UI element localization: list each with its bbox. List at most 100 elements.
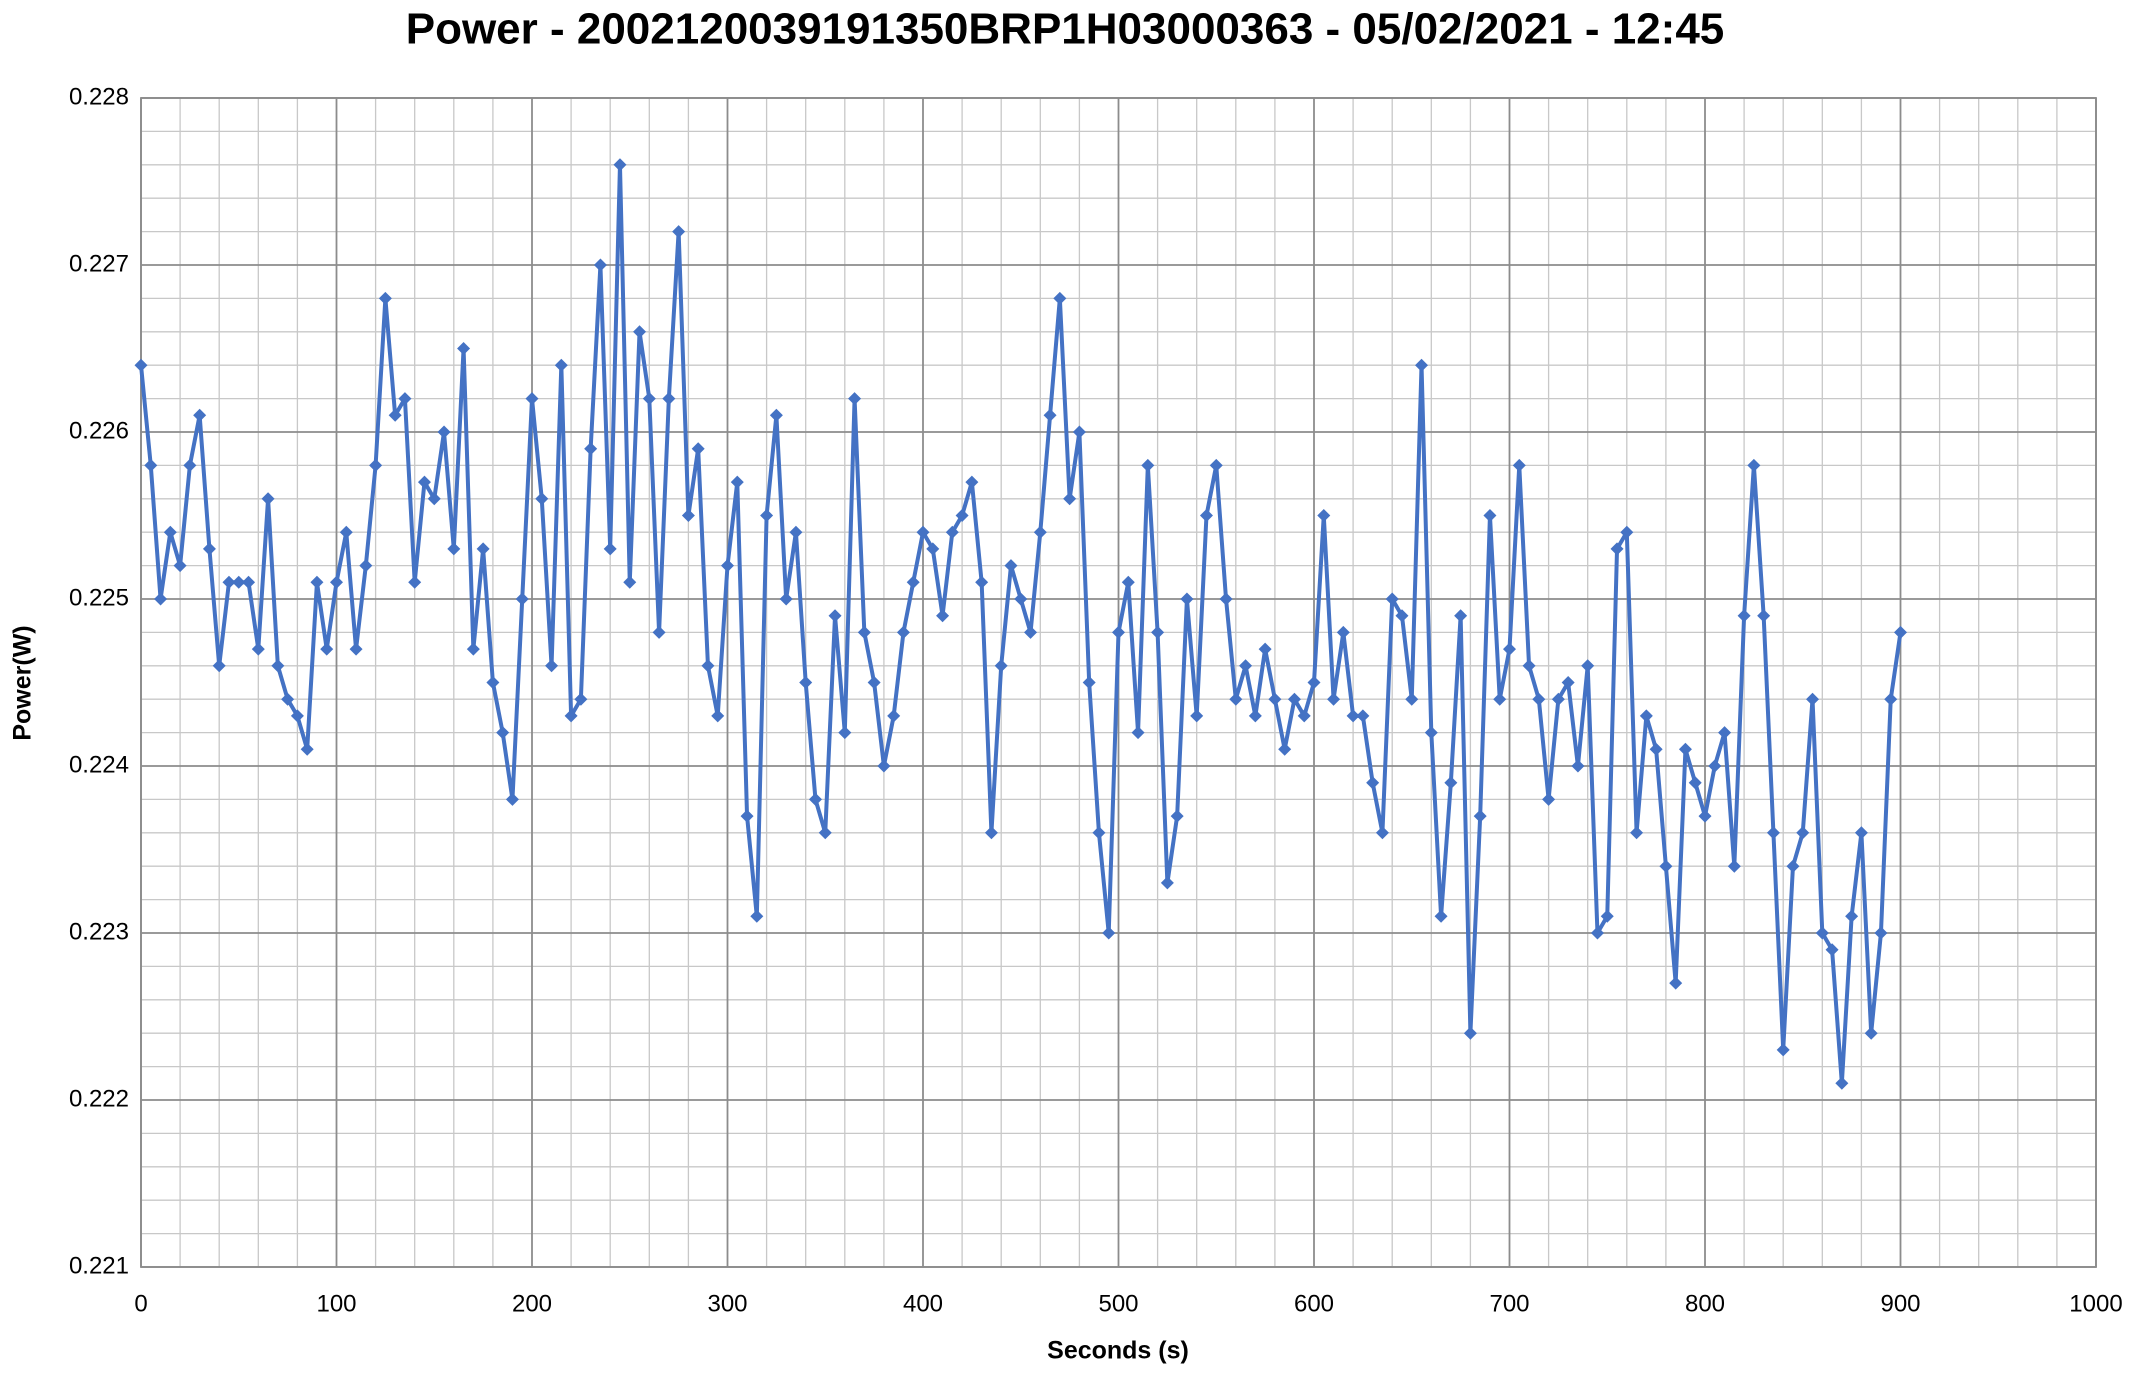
- data-point: [496, 726, 510, 740]
- data-point: [1307, 676, 1321, 689]
- data-point: [134, 358, 148, 372]
- data-point: [1835, 1076, 1849, 1090]
- data-point: [232, 575, 246, 589]
- data-point: [505, 792, 519, 806]
- data-point: [1160, 876, 1174, 890]
- data-point: [1278, 742, 1292, 756]
- data-point: [1757, 609, 1771, 623]
- data-point: [261, 492, 275, 506]
- data-point: [1082, 676, 1096, 689]
- data-point: [1424, 726, 1438, 740]
- data-point: [1415, 358, 1429, 372]
- data-point: [1092, 826, 1106, 840]
- data-point: [359, 559, 373, 573]
- data-point: [1766, 826, 1780, 840]
- data-point: [584, 442, 598, 456]
- x-tick-label: 400: [903, 1290, 943, 1317]
- data-point: [466, 642, 480, 656]
- data-point: [1454, 609, 1468, 623]
- data-point: [730, 475, 744, 489]
- data-point: [906, 575, 920, 589]
- data-point: [1727, 859, 1741, 873]
- data-point: [1170, 809, 1184, 823]
- data-point: [1854, 826, 1868, 840]
- data-point: [1112, 625, 1125, 639]
- x-axis-title: Seconds (s): [1047, 1337, 1189, 1365]
- data-line: [139, 162, 1903, 1086]
- data-point: [330, 575, 343, 589]
- data-point: [1561, 676, 1575, 689]
- data-point: [1806, 692, 1820, 706]
- data-point: [1825, 943, 1839, 957]
- data-point: [779, 592, 793, 606]
- data-point: [408, 575, 422, 589]
- plot-border: [140, 97, 2097, 1268]
- data-point: [251, 642, 265, 656]
- data-point: [290, 709, 304, 723]
- data-point: [1346, 709, 1360, 723]
- data-point: [427, 492, 441, 506]
- data-point: [1718, 726, 1732, 740]
- data-point: [320, 642, 334, 656]
- data-point: [447, 542, 461, 556]
- data-point: [1473, 809, 1487, 823]
- data-point: [222, 575, 236, 589]
- data-point: [564, 709, 578, 723]
- x-tick-label: 800: [1685, 1290, 1725, 1317]
- data-point: [1894, 625, 1907, 639]
- data-point: [857, 625, 871, 639]
- data-point: [1219, 592, 1233, 606]
- data-point: [1463, 1026, 1477, 1040]
- y-axis-title: Power(W): [9, 625, 37, 740]
- data-point: [1336, 625, 1350, 639]
- y-tick-label: 0.225: [69, 584, 129, 611]
- data-point: [1884, 692, 1898, 706]
- x-tick-label: 0: [134, 1290, 147, 1317]
- data-point: [721, 559, 734, 573]
- data-point: [672, 225, 686, 239]
- data-point: [300, 742, 314, 756]
- data-point: [1063, 492, 1077, 506]
- x-tick-label: 600: [1294, 1290, 1334, 1317]
- data-point: [1581, 659, 1595, 673]
- data-point: [183, 458, 197, 472]
- data-point: [662, 392, 676, 406]
- data-point: [1258, 642, 1272, 656]
- data-point: [339, 525, 353, 539]
- data-point: [936, 609, 950, 623]
- data-point: [1297, 709, 1311, 723]
- data-point: [1268, 692, 1282, 706]
- data-point: [994, 659, 1008, 673]
- data-point: [681, 509, 695, 522]
- data-point: [975, 575, 989, 589]
- data-point: [525, 392, 539, 406]
- data-point: [1493, 692, 1507, 706]
- data-point: [1483, 509, 1497, 522]
- data-point: [623, 575, 637, 589]
- data-point: [1796, 826, 1810, 840]
- data-point: [1688, 776, 1702, 790]
- data-point: [1845, 909, 1859, 923]
- data-point: [1199, 509, 1213, 522]
- data-point: [1571, 759, 1585, 773]
- data-point: [769, 408, 783, 422]
- y-tick-label: 0.226: [69, 417, 129, 444]
- x-tick-label: 700: [1489, 1290, 1529, 1317]
- data-point: [1141, 458, 1155, 472]
- data-point: [369, 458, 383, 472]
- data-point: [1405, 692, 1419, 706]
- data-point: [1444, 776, 1458, 790]
- data-point: [799, 676, 813, 689]
- data-point: [1610, 542, 1624, 556]
- data-point: [1356, 709, 1370, 723]
- data-point: [1786, 859, 1800, 873]
- data-point: [163, 525, 177, 539]
- data-point: [398, 392, 412, 406]
- y-tick-label: 0.224: [69, 751, 129, 778]
- data-point: [1190, 709, 1204, 723]
- data-point: [1053, 291, 1067, 305]
- data-point: [848, 392, 862, 406]
- data-point: [1121, 575, 1135, 589]
- data-point: [652, 625, 666, 639]
- data-point: [154, 592, 168, 606]
